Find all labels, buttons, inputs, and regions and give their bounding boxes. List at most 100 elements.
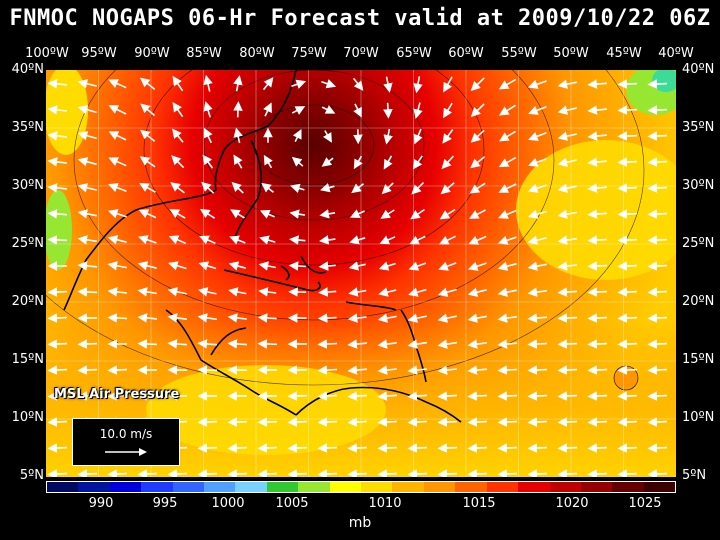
wind-arrow (203, 127, 213, 144)
wind-arrow (617, 183, 638, 193)
wind-arrow (230, 209, 245, 219)
wind-arrow (172, 75, 184, 92)
lat-label-right: 30ºN (682, 178, 715, 193)
wind-arrow (497, 235, 517, 245)
wind-arrow (137, 391, 158, 401)
wind-arrow (349, 235, 366, 245)
wind-arrow (259, 235, 276, 245)
wind-arrow (587, 339, 608, 349)
wind-arrow (47, 391, 68, 401)
wind-arrow (437, 339, 458, 349)
wind-arrow (497, 365, 518, 375)
wind-arrow (587, 209, 608, 219)
lon-label: 95ºW (81, 46, 117, 61)
wind-arrow (527, 443, 548, 453)
wind-arrow (77, 209, 97, 219)
wind-arrow (527, 313, 548, 323)
wind-arrow (228, 287, 247, 297)
wind-arrow (617, 443, 638, 453)
wind-arrow (377, 313, 397, 323)
wind-arrow (257, 417, 278, 427)
colorbar-swatch (455, 482, 487, 492)
wind-arrow (257, 469, 278, 477)
wind-arrow (77, 365, 98, 375)
wind-arrow (107, 365, 128, 375)
wind-arrow (353, 155, 363, 170)
wind-arrow (258, 261, 276, 271)
colorbar-swatch (361, 482, 393, 492)
wind-arrow (287, 417, 308, 427)
wind-arrow (229, 235, 246, 245)
wind-arrow (467, 339, 488, 349)
wind-arrow (347, 391, 368, 401)
wind-arrow (172, 128, 184, 143)
lat-label-right: 40ºN (682, 62, 715, 77)
wind-arrow (290, 183, 305, 193)
wind-arrow (233, 154, 243, 169)
wind-arrow (437, 365, 457, 375)
wind-arrow (413, 76, 423, 94)
wind-arrow (407, 339, 428, 349)
wind-arrow (137, 469, 158, 477)
wind-arrow (647, 443, 668, 453)
wind-arrow (587, 235, 608, 245)
wind-arrow (349, 209, 365, 219)
wind-arrow (557, 183, 577, 193)
wind-arrow (317, 443, 338, 453)
wind-arrow (617, 157, 638, 167)
wind-arrow (107, 235, 127, 245)
wind-arrow (647, 261, 668, 271)
wind-arrow (287, 391, 308, 401)
wind-arrow (647, 131, 668, 141)
wind-vectors (47, 74, 668, 477)
wind-arrow (47, 235, 68, 245)
wind-arrow (47, 105, 67, 115)
wind-arrow (407, 443, 428, 453)
colorbar-label: 1020 (555, 496, 589, 511)
lat-label-left: 30ºN (11, 178, 44, 193)
colorbar-label: 1010 (368, 496, 402, 511)
wind-arrow (438, 261, 457, 271)
wind-arrow (528, 105, 547, 115)
wind-arrow (321, 105, 336, 114)
wind-arrow (647, 287, 668, 297)
wind-arrow (47, 287, 68, 297)
wind-arrow (167, 313, 188, 323)
wind-arrow (47, 131, 67, 141)
colorbar-swatch (109, 482, 142, 492)
wind-arrow (647, 339, 668, 349)
wind-arrow (319, 235, 336, 245)
wind-arrow (233, 75, 243, 92)
wind-arrow (437, 313, 457, 323)
lat-label-left: 35ºN (11, 120, 44, 135)
wind-arrow (527, 339, 548, 349)
wind-arrow (412, 155, 423, 170)
wind-arrow (47, 313, 68, 323)
wind-arrow (197, 443, 218, 453)
wind-arrow (383, 76, 393, 93)
lat-label-right: 10ºN (682, 410, 715, 425)
wind-arrow (317, 339, 338, 349)
lat-label-right: 15ºN (682, 352, 715, 367)
wind-arrow (647, 365, 668, 375)
wind-arrow (318, 287, 337, 297)
units-label: mb (348, 515, 372, 531)
wind-arrow (319, 209, 336, 219)
wind-arrow (263, 102, 272, 117)
colorbar-label: 995 (152, 496, 178, 511)
wind-arrow (497, 261, 517, 271)
wind-arrow (107, 209, 127, 219)
colorbar-swatch (580, 482, 613, 492)
wind-arrow (201, 181, 215, 194)
lon-label: 45ºW (606, 46, 642, 61)
wind-arrow (77, 131, 97, 141)
wind-arrow (647, 157, 668, 167)
wind-arrow (351, 183, 364, 194)
wind-arrow (197, 313, 218, 323)
wind-arrow (168, 235, 187, 245)
wind-arrow (261, 182, 274, 193)
wind-arrow (468, 235, 487, 245)
wind-arrow (137, 261, 157, 271)
wind-arrow (47, 79, 68, 89)
wind-arrow (470, 103, 485, 118)
